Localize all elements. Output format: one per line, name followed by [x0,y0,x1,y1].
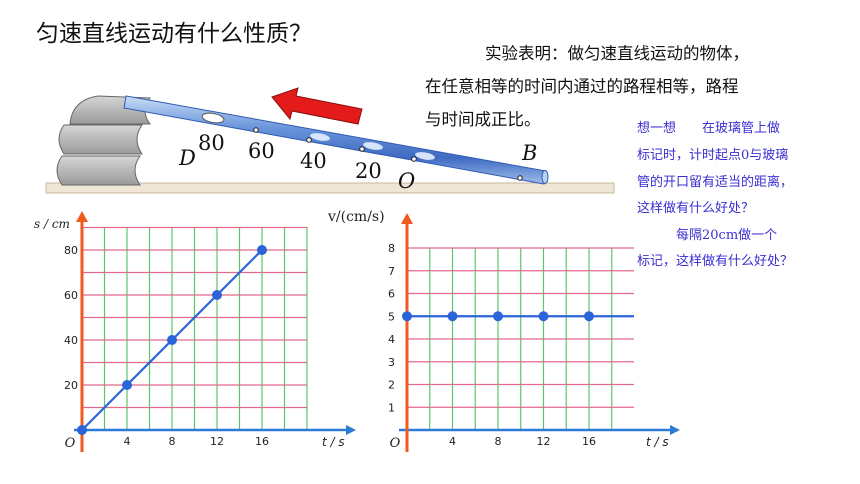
x-axis-arrow-icon [670,425,680,435]
x-tick-label: 16 [582,435,596,448]
books-stack [56,95,152,186]
y-tick-label: 80 [64,244,78,257]
note-line-5: 每隔20cm做一个 [637,228,778,243]
note-line-4: 这样做有什么好处？ [637,201,755,216]
y-tick-label: 4 [388,333,395,346]
s-t-chart: 4 8 12 16 20 40 60 80 O t / s s / cm [34,211,356,452]
x-tick-label: 12 [210,435,224,448]
x-tick-label: 4 [449,435,456,448]
y-tick-label: 7 [388,265,395,278]
x-axis-label: t / s [646,435,669,449]
data-point [77,425,87,435]
tube-label-o: O [398,169,415,193]
x-tick-label: 4 [124,435,131,448]
y-tick-label: 20 [64,379,78,392]
tube-label-80: 80 [198,131,225,155]
glass-tube [123,95,549,185]
x-tick-label: 12 [537,435,551,448]
tube-label-d: D [178,146,196,170]
air-bubble [201,112,225,124]
y-tick-label: 40 [64,334,78,347]
data-point [257,245,267,255]
y-tick-label: 6 [388,288,395,301]
tube-highlight [415,152,435,160]
tube-label-40: 40 [300,149,327,173]
conclusion-line-3: 与时间成正比。 [425,110,541,129]
x-tick-label: 8 [169,435,176,448]
data-point [167,335,177,345]
data-point [402,311,412,322]
motion-arrow-icon [271,87,363,125]
x-axis-arrow-icon [346,425,356,435]
y-tick-label: 1 [388,401,395,414]
y-axis-arrow-icon [76,211,88,222]
note-line-1: 想一想 在玻璃管上做 [637,121,781,136]
tube-mark-dot [517,175,523,181]
tube-label-60: 60 [248,139,275,163]
tube-mark-dot [253,127,259,133]
tube-mark-dot [359,146,365,152]
note-line-3: 管的开口留有适当的距离， [637,175,794,190]
table-surface [45,182,615,194]
origin-label: O [390,436,401,451]
y-axis-arrow-icon [401,213,413,224]
page-title: 匀速直线运动有什么性质？ [36,21,312,47]
data-point [493,311,503,322]
data-point [122,380,132,390]
experiment-illustration: D 80 60 40 20 O B [45,87,615,194]
tube-label-20: 20 [355,159,382,183]
y-tick-label: 5 [388,310,395,323]
tube-label-b: B [521,141,537,165]
y-tick-label: 3 [388,356,395,369]
tube-mark-dot [306,137,312,143]
data-point [212,290,222,300]
y-tick-label: 8 [388,242,395,255]
y-axis-label: s / cm [34,217,70,231]
data-point [538,311,549,322]
x-axis-label: t / s [322,435,345,449]
conclusion-line-2: 在任意相等的时间内通过的路程相等，路程 [425,77,739,96]
x-tick-label: 16 [255,435,269,448]
tube-highlight [310,133,330,141]
origin-label: O [65,436,76,451]
note-line-2: 标记时，计时起点0与玻璃 [637,148,789,163]
x-tick-label: 8 [495,435,502,448]
y-tick-label: 2 [388,379,395,392]
y-tick-label: 60 [64,289,78,302]
tube-highlight [363,142,383,150]
tube-mark-dot [411,156,417,162]
conclusion-line-1: 实验表明：做匀速直线运动的物体， [485,44,749,63]
data-point [584,311,594,322]
data-point [447,311,458,322]
note-line-6: 标记，这样做有什么好处？ [637,254,794,269]
y-axis-label: v/(cm/s) [327,209,385,225]
